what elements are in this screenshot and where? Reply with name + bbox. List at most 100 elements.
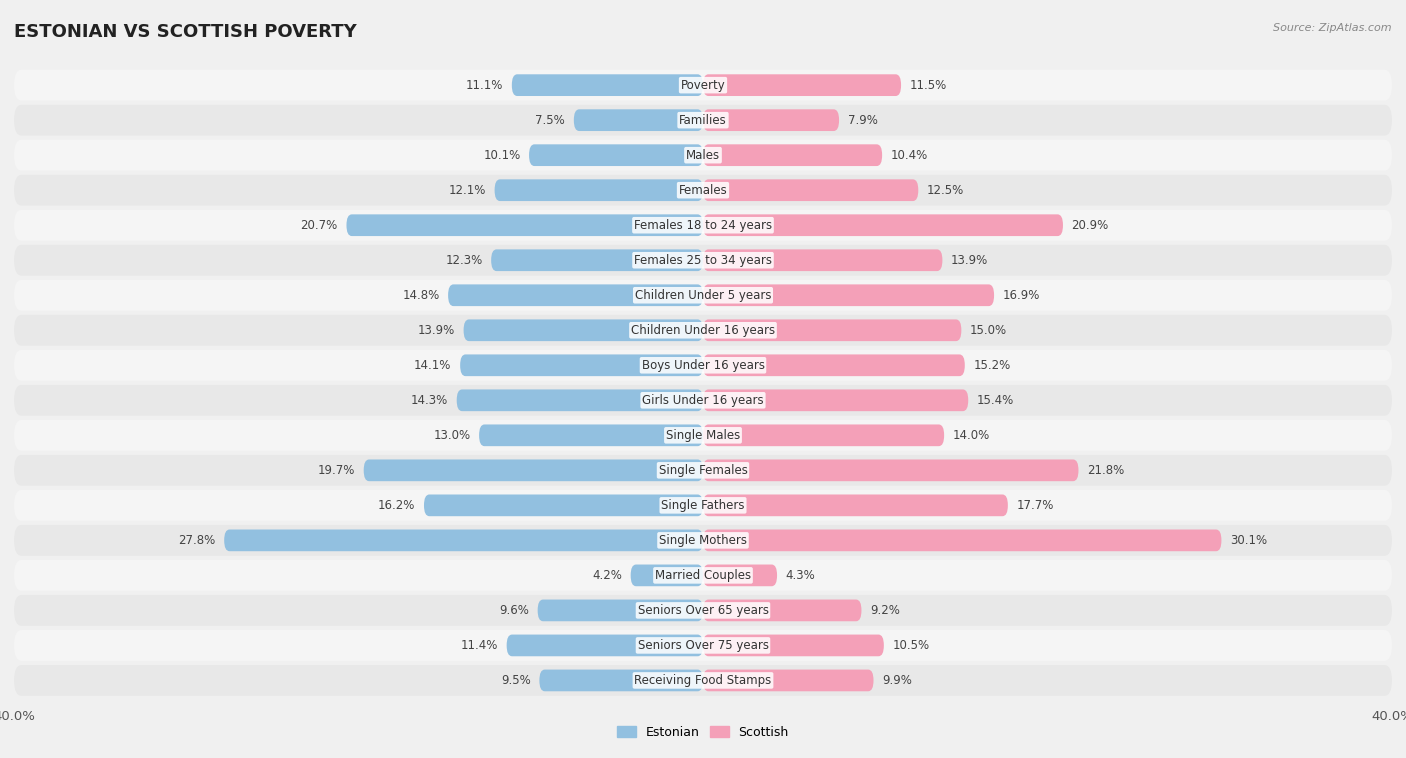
FancyBboxPatch shape xyxy=(14,175,1392,205)
FancyBboxPatch shape xyxy=(703,109,839,131)
Text: 10.5%: 10.5% xyxy=(893,639,929,652)
Text: 14.0%: 14.0% xyxy=(953,429,990,442)
FancyBboxPatch shape xyxy=(703,249,942,271)
Text: Source: ZipAtlas.com: Source: ZipAtlas.com xyxy=(1274,23,1392,33)
Text: 14.1%: 14.1% xyxy=(415,359,451,371)
Text: 9.9%: 9.9% xyxy=(882,674,912,687)
FancyBboxPatch shape xyxy=(529,144,703,166)
FancyBboxPatch shape xyxy=(703,600,862,622)
Text: Families: Families xyxy=(679,114,727,127)
FancyBboxPatch shape xyxy=(14,385,1392,415)
FancyBboxPatch shape xyxy=(14,350,1392,381)
FancyBboxPatch shape xyxy=(14,560,1392,590)
Text: 9.6%: 9.6% xyxy=(499,604,529,617)
FancyBboxPatch shape xyxy=(14,70,1392,101)
Text: Poverty: Poverty xyxy=(681,79,725,92)
FancyBboxPatch shape xyxy=(14,315,1392,346)
FancyBboxPatch shape xyxy=(703,74,901,96)
FancyBboxPatch shape xyxy=(703,530,1222,551)
Text: 12.1%: 12.1% xyxy=(449,183,486,196)
FancyBboxPatch shape xyxy=(491,249,703,271)
FancyBboxPatch shape xyxy=(14,280,1392,311)
FancyBboxPatch shape xyxy=(703,355,965,376)
Text: Receiving Food Stamps: Receiving Food Stamps xyxy=(634,674,772,687)
FancyBboxPatch shape xyxy=(14,139,1392,171)
Text: 14.8%: 14.8% xyxy=(402,289,440,302)
FancyBboxPatch shape xyxy=(224,530,703,551)
FancyBboxPatch shape xyxy=(14,525,1392,556)
Text: 16.2%: 16.2% xyxy=(378,499,415,512)
Text: 10.1%: 10.1% xyxy=(484,149,520,161)
FancyBboxPatch shape xyxy=(703,459,1078,481)
FancyBboxPatch shape xyxy=(14,665,1392,696)
Text: Boys Under 16 years: Boys Under 16 years xyxy=(641,359,765,371)
FancyBboxPatch shape xyxy=(14,595,1392,626)
FancyBboxPatch shape xyxy=(703,215,1063,236)
Text: Children Under 5 years: Children Under 5 years xyxy=(634,289,772,302)
Text: 10.4%: 10.4% xyxy=(891,149,928,161)
FancyBboxPatch shape xyxy=(479,424,703,446)
Text: 16.9%: 16.9% xyxy=(1002,289,1040,302)
FancyBboxPatch shape xyxy=(425,494,703,516)
FancyBboxPatch shape xyxy=(14,245,1392,276)
FancyBboxPatch shape xyxy=(460,355,703,376)
Text: 4.2%: 4.2% xyxy=(592,569,621,582)
Text: 9.5%: 9.5% xyxy=(501,674,531,687)
Text: Females 18 to 24 years: Females 18 to 24 years xyxy=(634,219,772,232)
Text: Single Mothers: Single Mothers xyxy=(659,534,747,547)
Text: 20.9%: 20.9% xyxy=(1071,219,1109,232)
Legend: Estonian, Scottish: Estonian, Scottish xyxy=(612,721,794,744)
Text: Single Males: Single Males xyxy=(666,429,740,442)
FancyBboxPatch shape xyxy=(14,630,1392,661)
Text: 9.2%: 9.2% xyxy=(870,604,900,617)
Text: Married Couples: Married Couples xyxy=(655,569,751,582)
Text: 12.5%: 12.5% xyxy=(927,183,965,196)
Text: 7.9%: 7.9% xyxy=(848,114,877,127)
Text: 11.4%: 11.4% xyxy=(461,639,498,652)
Text: 21.8%: 21.8% xyxy=(1087,464,1125,477)
Text: Single Females: Single Females xyxy=(658,464,748,477)
FancyBboxPatch shape xyxy=(506,634,703,656)
FancyBboxPatch shape xyxy=(14,490,1392,521)
FancyBboxPatch shape xyxy=(703,390,969,411)
Text: 19.7%: 19.7% xyxy=(318,464,356,477)
Text: Males: Males xyxy=(686,149,720,161)
FancyBboxPatch shape xyxy=(512,74,703,96)
FancyBboxPatch shape xyxy=(14,420,1392,451)
Text: 17.7%: 17.7% xyxy=(1017,499,1054,512)
FancyBboxPatch shape xyxy=(457,390,703,411)
FancyBboxPatch shape xyxy=(14,455,1392,486)
FancyBboxPatch shape xyxy=(14,105,1392,136)
FancyBboxPatch shape xyxy=(346,215,703,236)
Text: 13.9%: 13.9% xyxy=(950,254,988,267)
FancyBboxPatch shape xyxy=(703,424,945,446)
FancyBboxPatch shape xyxy=(703,565,778,586)
Text: 14.3%: 14.3% xyxy=(411,394,449,407)
Text: 11.1%: 11.1% xyxy=(465,79,503,92)
FancyBboxPatch shape xyxy=(495,180,703,201)
FancyBboxPatch shape xyxy=(464,319,703,341)
FancyBboxPatch shape xyxy=(574,109,703,131)
Text: Single Fathers: Single Fathers xyxy=(661,499,745,512)
Text: 13.0%: 13.0% xyxy=(433,429,471,442)
FancyBboxPatch shape xyxy=(364,459,703,481)
FancyBboxPatch shape xyxy=(703,669,873,691)
Text: 15.4%: 15.4% xyxy=(977,394,1014,407)
Text: Females: Females xyxy=(679,183,727,196)
Text: Seniors Over 65 years: Seniors Over 65 years xyxy=(637,604,769,617)
Text: Girls Under 16 years: Girls Under 16 years xyxy=(643,394,763,407)
Text: 13.9%: 13.9% xyxy=(418,324,456,337)
Text: ESTONIAN VS SCOTTISH POVERTY: ESTONIAN VS SCOTTISH POVERTY xyxy=(14,23,357,41)
FancyBboxPatch shape xyxy=(703,319,962,341)
FancyBboxPatch shape xyxy=(540,669,703,691)
Text: Females 25 to 34 years: Females 25 to 34 years xyxy=(634,254,772,267)
Text: 27.8%: 27.8% xyxy=(179,534,215,547)
Text: Seniors Over 75 years: Seniors Over 75 years xyxy=(637,639,769,652)
Text: 20.7%: 20.7% xyxy=(301,219,337,232)
FancyBboxPatch shape xyxy=(631,565,703,586)
Text: 11.5%: 11.5% xyxy=(910,79,946,92)
Text: 15.0%: 15.0% xyxy=(970,324,1007,337)
FancyBboxPatch shape xyxy=(449,284,703,306)
Text: Children Under 16 years: Children Under 16 years xyxy=(631,324,775,337)
Text: 12.3%: 12.3% xyxy=(446,254,482,267)
